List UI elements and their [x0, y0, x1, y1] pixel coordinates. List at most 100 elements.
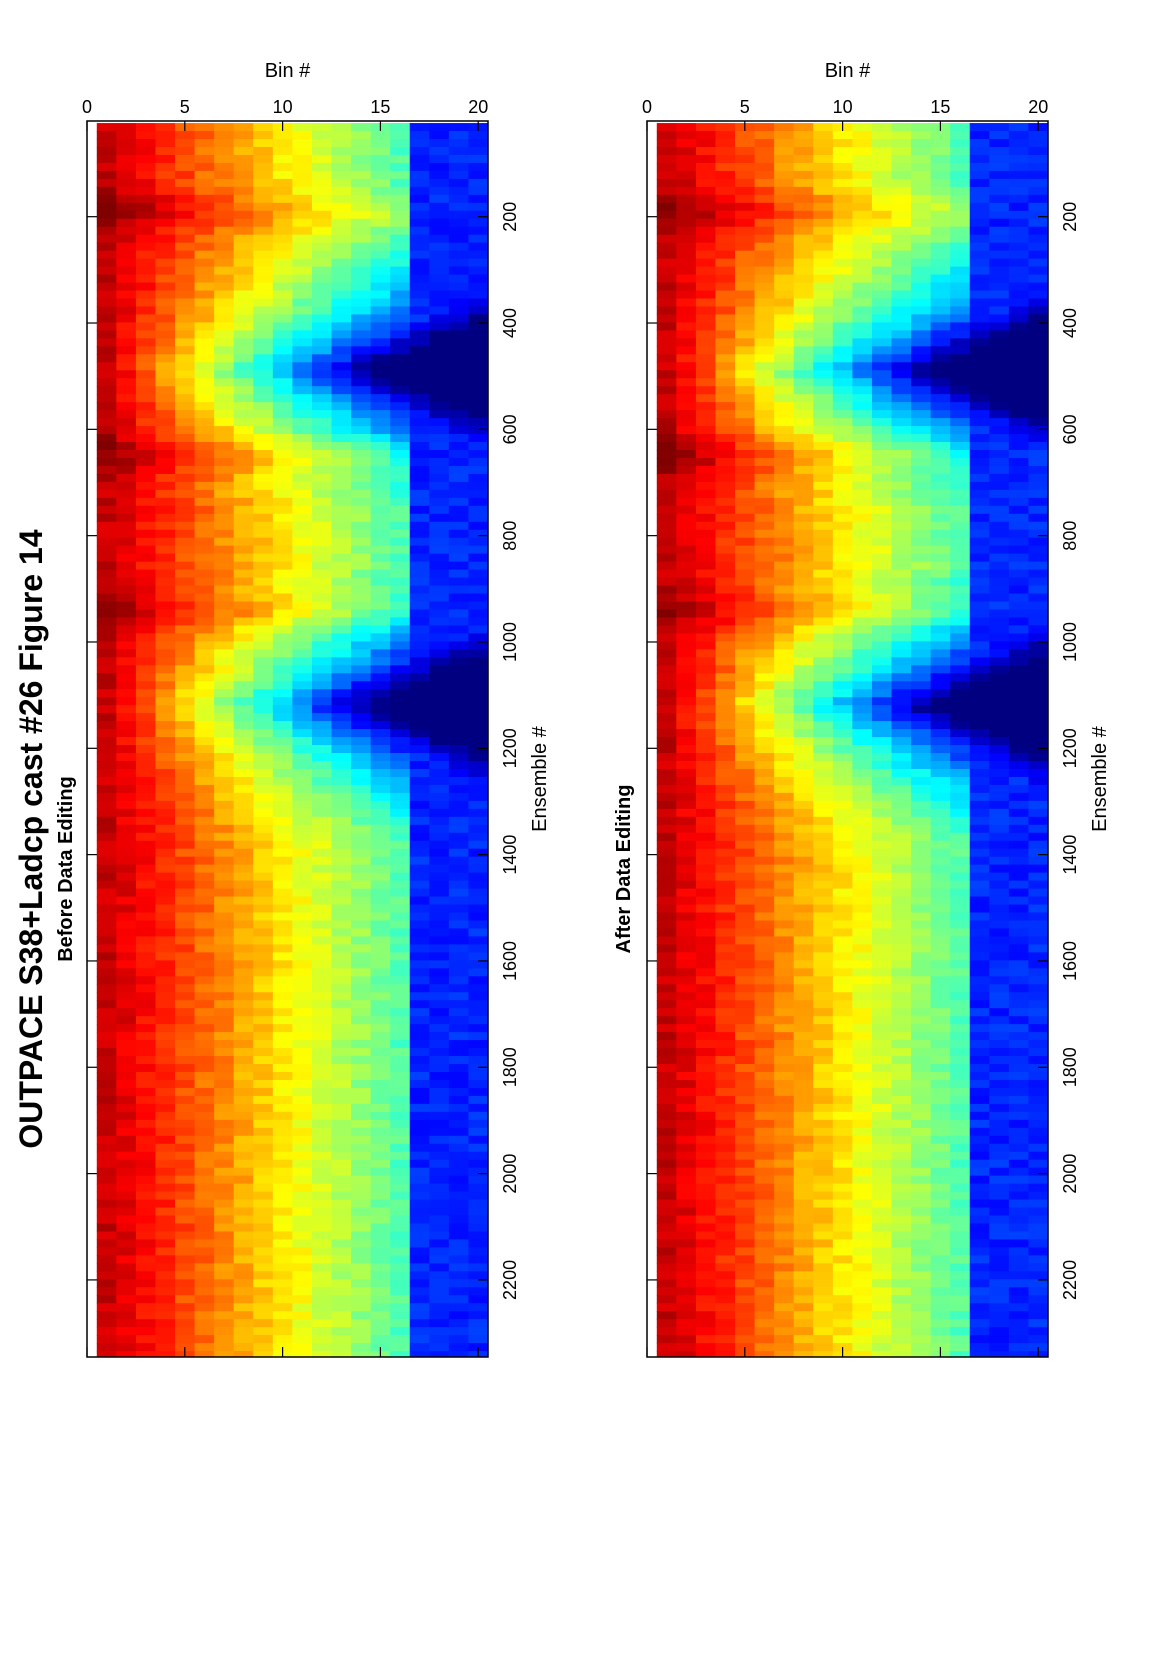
heatmap-cell: [155, 282, 176, 292]
heatmap-cell: [911, 561, 932, 571]
heatmap-cell: [370, 760, 391, 770]
heatmap-cell: [468, 1040, 489, 1049]
heatmap-cell: [96, 665, 117, 674]
heatmap-cell: [852, 450, 873, 459]
heatmap-cell: [1028, 290, 1049, 300]
heatmap-cell: [754, 753, 775, 762]
heatmap-cell: [1028, 489, 1049, 499]
heatmap-cell: [891, 729, 912, 738]
heatmap-cell: [468, 976, 489, 985]
heatmap-cell: [214, 418, 235, 427]
heatmap-cell: [656, 457, 677, 467]
heatmap-cell: [331, 721, 352, 730]
heatmap-cell: [351, 306, 372, 316]
heatmap-cell: [292, 1111, 313, 1121]
heatmap-cell: [969, 131, 990, 140]
heatmap-cell: [370, 721, 391, 730]
heatmap-cell: [311, 330, 332, 339]
heatmap-cell: [194, 952, 215, 961]
heatmap-cell: [891, 625, 912, 635]
heatmap-cell: [135, 665, 156, 674]
heatmap-cell: [311, 760, 332, 770]
heatmap-cell: [292, 258, 313, 268]
heatmap-cell: [331, 641, 352, 650]
heatmap-cell: [370, 1175, 391, 1185]
heatmap-cell: [448, 904, 469, 914]
heatmap-cell: [331, 131, 352, 140]
heatmap-cell: [311, 1151, 332, 1161]
heatmap-cell: [695, 218, 716, 228]
heatmap-cell: [891, 162, 912, 172]
heatmap-cell: [793, 848, 814, 858]
heatmap-cell: [1008, 139, 1029, 148]
heatmap-cell: [774, 529, 795, 539]
heatmap-cell: [448, 625, 469, 635]
heatmap-cell: [233, 426, 254, 435]
heatmap-cell: [813, 226, 834, 236]
heatmap-cell: [253, 521, 274, 531]
heatmap-cell: [871, 497, 892, 507]
heatmap-cell: [292, 298, 313, 308]
heatmap-cell: [969, 394, 990, 403]
heatmap-cell: [969, 346, 990, 355]
heatmap-cell: [715, 561, 736, 571]
heatmap-cell: [370, 457, 391, 467]
heatmap-cell: [950, 410, 971, 419]
heatmap-cell: [409, 713, 430, 722]
heatmap-cell: [175, 282, 195, 292]
heatmap-cell: [813, 306, 834, 316]
heatmap-cell: [1008, 131, 1029, 140]
heatmap-cell: [832, 497, 853, 507]
heatmap-cell: [135, 944, 156, 953]
heatmap-cell: [175, 617, 195, 627]
heatmap-cell: [832, 745, 853, 754]
heatmap-cell: [409, 976, 430, 985]
heatmap-cell: [911, 266, 932, 276]
heatmap-cell: [351, 1103, 372, 1113]
heatmap-cell: [774, 131, 795, 140]
heatmap-cell: [116, 1351, 137, 1357]
heatmap-cell: [468, 633, 489, 642]
heatmap-cell: [468, 1223, 489, 1233]
heatmap-cell: [911, 784, 932, 794]
heatmap-cell: [871, 553, 892, 563]
heatmap-cell: [695, 505, 716, 515]
heatmap-cell: [233, 1159, 254, 1169]
heatmap-cell: [989, 162, 1010, 172]
heatmap-cell: [1028, 832, 1049, 842]
heatmap-cell: [253, 1040, 274, 1049]
heatmap-cell: [852, 394, 873, 403]
heatmap-cell: [793, 737, 814, 746]
heatmap-cell: [911, 521, 932, 531]
heatmap-cell: [370, 250, 391, 260]
heatmap-cell: [1028, 314, 1049, 324]
heatmap-cell: [1008, 832, 1029, 842]
heatmap-cell: [656, 378, 677, 387]
heatmap-cell: [676, 665, 697, 674]
heatmap-cell: [448, 481, 469, 491]
heatmap-cell: [292, 266, 313, 276]
heatmap-cell: [311, 800, 332, 810]
heatmap-cell: [468, 146, 489, 156]
heatmap-cell: [1008, 218, 1029, 228]
heatmap-cell: [233, 1016, 254, 1025]
heatmap-cell: [253, 1143, 274, 1153]
heatmap-cell: [390, 1016, 411, 1025]
heatmap-cell: [253, 346, 274, 355]
heatmap-cell: [351, 442, 372, 451]
heatmap-cell: [676, 625, 697, 635]
heatmap-cell: [331, 1303, 352, 1312]
heatmap-cell: [930, 513, 951, 523]
heatmap-cell: [429, 521, 450, 531]
heatmap-cell: [155, 816, 176, 826]
heatmap-cell: [969, 737, 990, 746]
heatmap-cell: [272, 729, 293, 738]
heatmap-cell: [233, 816, 254, 826]
heatmap-cell: [175, 840, 195, 850]
heatmap-cell: [116, 1111, 137, 1121]
heatmap-cell: [676, 553, 697, 563]
heatmap-cell: [429, 282, 450, 292]
heatmap-cell: [813, 721, 834, 730]
heatmap-cell: [832, 569, 853, 579]
heatmap-cell: [175, 1071, 195, 1081]
